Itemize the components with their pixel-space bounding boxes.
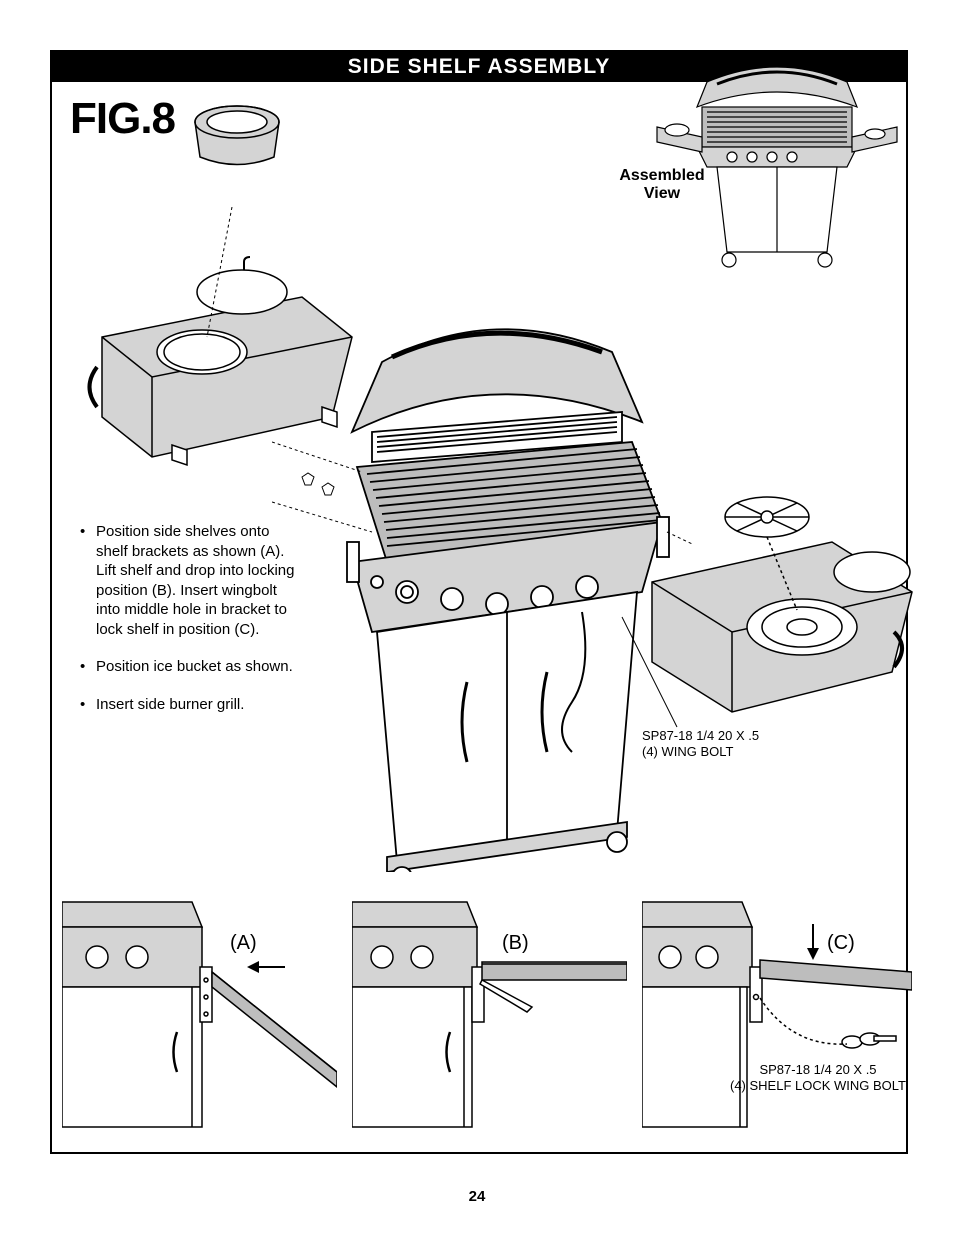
detail-b-illustration	[352, 872, 627, 1132]
shelf-lock-bolt-label: SP87-18 1/4 20 X .5 (4) SHELF LOCK WING …	[728, 1062, 908, 1095]
page: SIDE SHELF ASSEMBLY FIG.8 AssembledView	[0, 0, 954, 1235]
assembled-grill-illustration	[647, 52, 907, 292]
instructions-list: Position side shelves onto shelf bracket…	[72, 522, 302, 714]
detail-c-label: (C)	[827, 932, 855, 955]
figure-label: FIG.8	[70, 94, 175, 144]
detail-a-label: (A)	[230, 932, 257, 955]
detail-a-illustration	[62, 872, 337, 1132]
arrow-down-icon	[803, 922, 823, 962]
instruction-1: Position side shelves onto shelf bracket…	[72, 522, 302, 639]
ice-bucket-illustration	[182, 102, 292, 182]
page-number: 24	[0, 1188, 954, 1205]
instruction-3: Insert side burner grill.	[72, 695, 302, 715]
wing-bolt-label: SP87-18 1/4 20 X .5 (4) WING BOLT	[642, 728, 759, 761]
instruction-2: Position ice bucket as shown.	[72, 657, 302, 677]
leader-line-1	[612, 612, 732, 732]
page-frame: SIDE SHELF ASSEMBLY FIG.8 AssembledView	[50, 50, 908, 1154]
instructions-block: Position side shelves onto shelf bracket…	[72, 522, 302, 732]
detail-b-label: (B)	[502, 932, 529, 955]
title-text: SIDE SHELF ASSEMBLY	[348, 55, 611, 78]
part2-line1: SP87-18 1/4 20 X .5	[728, 1062, 908, 1078]
part1-line1: SP87-18 1/4 20 X .5	[642, 728, 759, 744]
main-grill-illustration	[272, 302, 692, 872]
arrow-left-icon	[247, 957, 287, 977]
part2-line2: (4) SHELF LOCK WING BOLT	[728, 1078, 908, 1094]
part1-line2: (4) WING BOLT	[642, 744, 759, 760]
